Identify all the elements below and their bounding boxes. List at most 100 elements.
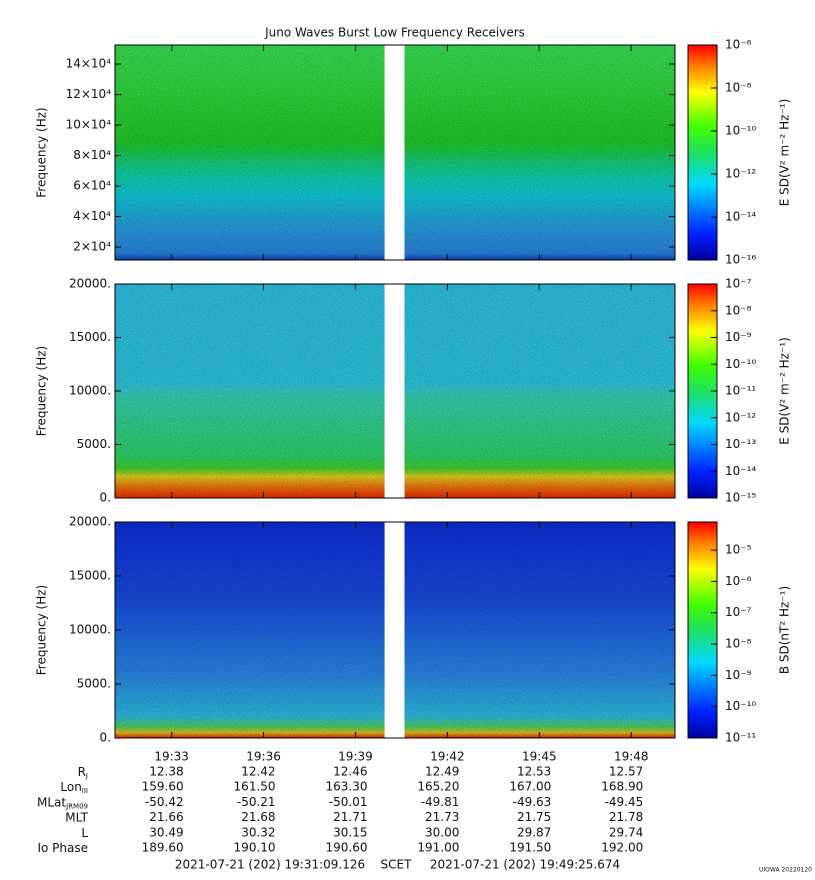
ephemeris-value: 12.46 bbox=[333, 765, 367, 779]
ephemeris-value: 21.78 bbox=[609, 810, 643, 824]
ephemeris-name: MLT bbox=[65, 810, 88, 824]
ephemeris-value: 30.15 bbox=[333, 825, 367, 839]
x-tick-label: 19:36 bbox=[246, 750, 281, 764]
y-tick-label: 15000. bbox=[69, 330, 111, 344]
ephemeris-name: Lon bbox=[60, 780, 81, 794]
ephemeris-subscript: JRM09 bbox=[65, 802, 88, 810]
x-tick-label: 19:42 bbox=[430, 750, 465, 764]
colorbar-label: B SD(nT² Hz⁻¹) bbox=[778, 586, 792, 674]
y-tick-label: 8×10⁴ bbox=[73, 148, 111, 162]
colorbar-tick-label: 10⁻¹⁰ bbox=[725, 357, 756, 371]
y-axis-label: Frequency (Hz) bbox=[35, 346, 49, 437]
chart-title: Juno Waves Burst Low Frequency Receivers bbox=[264, 26, 525, 40]
ephemeris-value: 21.66 bbox=[149, 810, 183, 824]
colorbar bbox=[688, 45, 717, 260]
ephemeris-value: 21.73 bbox=[425, 810, 459, 824]
ephemeris-value: 30.32 bbox=[241, 825, 275, 839]
ephemeris-value: 29.87 bbox=[517, 825, 551, 839]
stamp: UIOWA 20220120 bbox=[759, 867, 812, 874]
end-time: 2021-07-21 (202) 19:49:25.674 bbox=[430, 858, 620, 872]
y-tick-label: 2×10⁴ bbox=[73, 240, 111, 254]
ephemeris-value: 192.00 bbox=[601, 841, 643, 855]
x-tick-label: 19:33 bbox=[154, 750, 189, 764]
ephemeris-name: R bbox=[78, 765, 86, 779]
ephemeris-label: LonIII bbox=[60, 780, 88, 796]
ephemeris-value: 21.71 bbox=[333, 810, 367, 824]
ephemeris-value: 21.75 bbox=[517, 810, 551, 824]
ephemeris-subscript: III bbox=[82, 787, 88, 795]
colorbar-tick-label: 10⁻¹⁴ bbox=[725, 210, 756, 224]
colorbar-tick-label: 10⁻¹⁶ bbox=[725, 253, 756, 267]
data-gap bbox=[384, 44, 405, 261]
colorbar-tick-label: 10⁻⁸ bbox=[725, 637, 752, 651]
ephemeris-value: 159.60 bbox=[142, 780, 184, 794]
ephemeris-value: -49.81 bbox=[421, 795, 460, 809]
colorbar-tick-label: 10⁻⁹ bbox=[725, 668, 752, 682]
x-tick-label: 19:45 bbox=[522, 750, 557, 764]
colorbar-tick-label: 10⁻⁸ bbox=[725, 81, 752, 95]
y-tick-label: 20000. bbox=[69, 277, 111, 291]
colorbar-tick-label: 10⁻¹¹ bbox=[725, 731, 756, 745]
ephemeris-value: 165.20 bbox=[417, 780, 459, 794]
ephemeris-value: 190.10 bbox=[234, 841, 276, 855]
y-tick-label: 0. bbox=[100, 731, 111, 745]
ephemeris-value: -50.01 bbox=[329, 795, 368, 809]
ephemeris-value: 190.60 bbox=[325, 841, 367, 855]
y-tick-label: 20000. bbox=[69, 515, 111, 529]
colorbar-tick-label: 10⁻¹⁵ bbox=[725, 491, 756, 505]
ephemeris-label: MLT bbox=[65, 810, 88, 824]
ephemeris-value: 161.50 bbox=[234, 780, 276, 794]
ephemeris-value: 12.49 bbox=[425, 765, 459, 779]
ephemeris-label: RJ bbox=[78, 765, 88, 781]
ephemeris-label: MLatJRM09 bbox=[37, 795, 88, 811]
y-tick-label: 10000. bbox=[69, 623, 111, 637]
ephemeris-value: 189.60 bbox=[142, 841, 184, 855]
colorbar-tick-label: 10⁻⁹ bbox=[725, 330, 752, 344]
ephemeris-value: 21.68 bbox=[241, 810, 275, 824]
data-gap bbox=[384, 283, 405, 499]
colorbar-tick-label: 10⁻⁷ bbox=[725, 605, 752, 619]
colorbar-tick-label: 10⁻¹⁰ bbox=[725, 124, 756, 138]
colorbar-tick-label: 10⁻¹³ bbox=[725, 437, 756, 451]
colorbar-label: E SD(V² m⁻² Hz⁻¹) bbox=[778, 337, 792, 445]
ephemeris-value: 191.00 bbox=[417, 841, 459, 855]
ephemeris-value: 30.49 bbox=[149, 825, 183, 839]
x-tick-label: 19:39 bbox=[338, 750, 373, 764]
y-axis-label: Frequency (Hz) bbox=[35, 585, 49, 676]
ephemeris-label: L bbox=[81, 825, 88, 839]
y-tick-label: 10×10⁴ bbox=[66, 118, 112, 132]
start-time: 2021-07-21 (202) 19:31:09.126 bbox=[175, 858, 365, 872]
colorbar-tick-label: 10⁻⁷ bbox=[725, 277, 752, 291]
y-tick-label: 5000. bbox=[77, 677, 111, 691]
y-tick-label: 6×10⁴ bbox=[73, 179, 111, 193]
colorbar-tick-label: 10⁻¹⁰ bbox=[725, 699, 756, 713]
ephemeris-name: Io Phase bbox=[37, 841, 88, 855]
y-tick-label: 5000. bbox=[77, 437, 111, 451]
colorbar-tick-label: 10⁻⁶ bbox=[725, 38, 752, 52]
ephemeris-value: 12.53 bbox=[517, 765, 551, 779]
y-tick-label: 15000. bbox=[69, 569, 111, 583]
ephemeris-value: 12.38 bbox=[149, 765, 183, 779]
ephemeris-value: 29.74 bbox=[609, 825, 643, 839]
colorbar-label: E SD(V² m⁻² Hz⁻¹) bbox=[778, 99, 792, 207]
y-tick-label: 10000. bbox=[69, 384, 111, 398]
y-tick-label: 0. bbox=[100, 491, 111, 505]
colorbar-frame bbox=[687, 44, 718, 261]
colorbar-tick-label: 10⁻¹² bbox=[725, 410, 756, 424]
x-tick-label: 19:48 bbox=[614, 750, 649, 764]
ephemeris-value: -50.42 bbox=[145, 795, 184, 809]
data-gap bbox=[384, 521, 405, 739]
ephemeris-value: 12.42 bbox=[241, 765, 275, 779]
colorbar bbox=[688, 522, 717, 738]
y-tick-label: 12×10⁴ bbox=[66, 87, 112, 101]
timebase: SCET bbox=[381, 858, 413, 872]
ephemeris-value: 12.57 bbox=[609, 765, 643, 779]
ephemeris-value: -50.21 bbox=[237, 795, 276, 809]
ephemeris-value: 30.00 bbox=[425, 825, 459, 839]
plot-frame bbox=[114, 44, 676, 261]
ephemeris-value: -49.63 bbox=[513, 795, 552, 809]
y-axis-label: Frequency (Hz) bbox=[35, 107, 49, 198]
colorbar-tick-label: 10⁻¹⁴ bbox=[725, 464, 756, 478]
colorbar-frame bbox=[687, 521, 718, 739]
